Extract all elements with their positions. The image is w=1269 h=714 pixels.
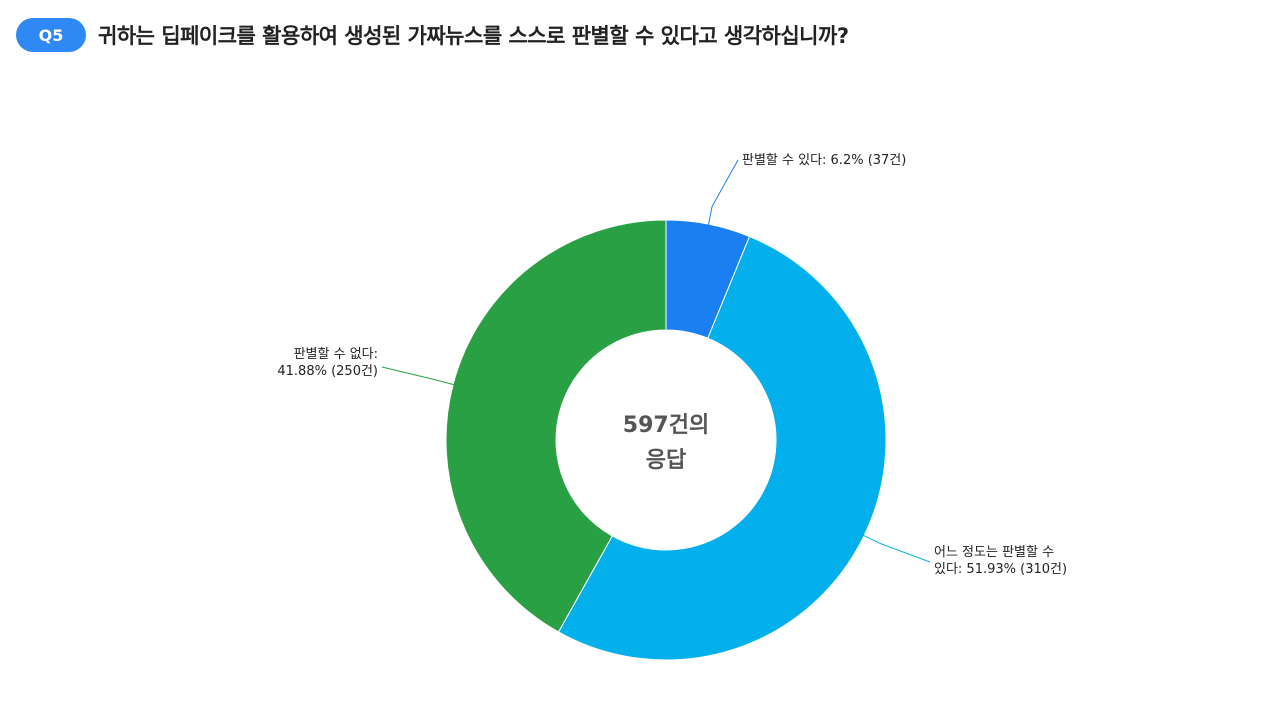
- center-label-line-2: 응답: [646, 448, 686, 473]
- donut-slice-3: [445, 219, 667, 633]
- callout-label-2-line-2: 있다: 51.93% (310건): [934, 562, 1067, 577]
- callout-leader-1: [707, 159, 739, 229]
- question-number-badge: Q5: [16, 18, 86, 52]
- center-label-line-1: 597건의: [623, 413, 709, 438]
- callout-leader-2: [860, 533, 931, 563]
- callout-leader-3: [381, 366, 458, 386]
- callout-label-3-line-2: 41.88% (250건): [277, 364, 378, 379]
- question-title: 귀하는 딥페이크를 활용하여 생성된 가짜뉴스를 스스로 판별할 수 있다고 생…: [98, 24, 849, 48]
- callouts: 판별할 수 있다: 6.2% (37건) 어느 정도는 판별할 수있다: 51.9…: [277, 153, 1067, 577]
- callout-label-2-line-1: 어느 정도는 판별할 수: [934, 545, 1054, 560]
- question-header: Q5 귀하는 딥페이크를 활용하여 생성된 가짜뉴스를 스스로 판별할 수 있다…: [16, 18, 849, 52]
- donut-slice-2: [557, 235, 887, 661]
- callout-label-3-line-1: 판별할 수 없다:: [294, 347, 378, 362]
- donut-slices: [445, 219, 887, 661]
- callout-label-1-line-1: 판별할 수 있다: 6.2% (37건): [742, 153, 906, 168]
